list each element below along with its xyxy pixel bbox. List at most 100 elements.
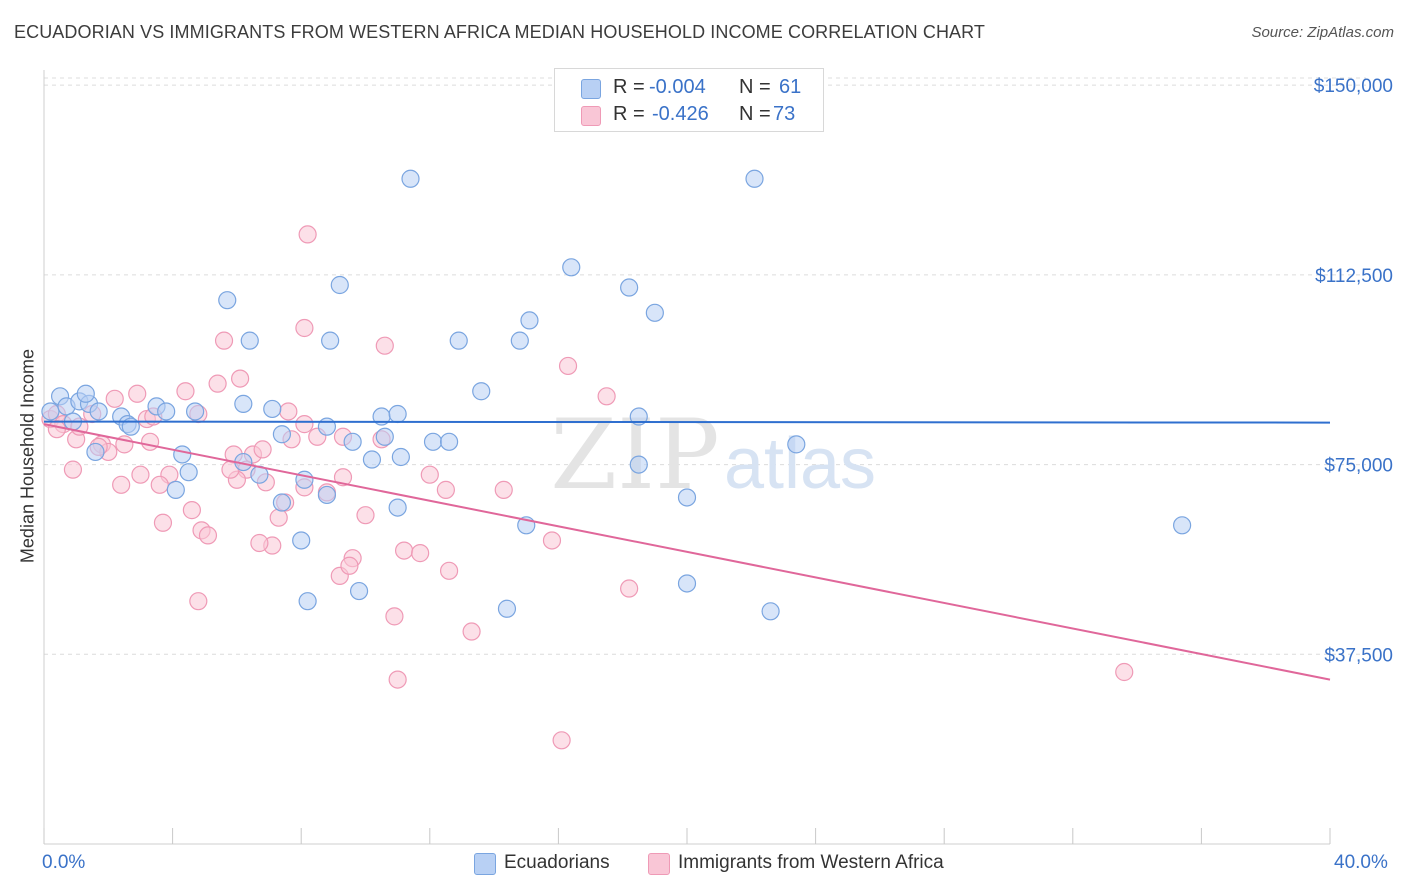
axes <box>43 70 1331 845</box>
data-point-western-africa <box>375 336 394 355</box>
bottom-legend-swatch-blue <box>474 853 496 875</box>
data-point-ecuadorians <box>510 331 529 350</box>
data-point-ecuadorians <box>629 455 648 474</box>
data-point-western-africa <box>597 387 616 406</box>
data-point-western-africa <box>295 318 314 338</box>
bottom-legend-label: Immigrants from Western Africa <box>678 852 944 873</box>
data-point-western-africa <box>198 526 218 545</box>
y-axis-label: Median Household Income <box>17 348 38 564</box>
legend-row-ecuadorians: R = -0.004 N = 61 <box>555 73 823 101</box>
trend-lines <box>43 420 1331 681</box>
y-tick-label: $150,000 <box>1314 76 1393 97</box>
data-point-western-africa <box>279 402 298 421</box>
legend-row-western-africa: R = -0.426 N = 73 <box>555 100 823 128</box>
y-tick-label: $75,000 <box>1324 456 1393 477</box>
data-point-western-africa <box>542 531 562 550</box>
series-ecuadorians-points <box>41 169 1192 621</box>
data-point-ecuadorians <box>41 402 60 421</box>
legend-swatch-pink <box>581 106 601 126</box>
data-point-western-africa <box>214 331 234 350</box>
watermark: ZIP atlas <box>550 399 876 511</box>
correlation-legend: R = -0.004 N = 61 R = -0.426 N = 73 <box>554 68 824 132</box>
data-point-western-africa <box>182 501 201 520</box>
data-point-ecuadorians <box>317 485 337 505</box>
data-point-ecuadorians <box>272 425 292 444</box>
data-point-western-africa <box>462 622 481 641</box>
data-point-ecuadorians <box>388 498 407 517</box>
data-point-western-africa <box>63 460 83 479</box>
data-point-western-africa <box>131 465 150 484</box>
data-point-western-africa <box>439 561 459 580</box>
chart-title: ECUADORIAN VS IMMIGRANTS FROM WESTERN AF… <box>14 22 986 42</box>
data-point-ecuadorians <box>449 331 468 350</box>
data-point-western-africa <box>176 382 195 401</box>
data-point-western-africa <box>295 415 314 434</box>
legend-r-value: -0.004 <box>649 76 706 98</box>
data-point-ecuadorians <box>298 592 317 611</box>
data-point-ecuadorians <box>186 402 205 421</box>
data-point-western-africa <box>620 579 639 598</box>
data-point-ecuadorians <box>439 432 459 451</box>
data-point-ecuadorians <box>388 404 407 424</box>
data-point-western-africa <box>388 670 407 689</box>
data-point-western-africa <box>153 513 173 532</box>
data-point-ecuadorians <box>173 445 192 464</box>
legend-n-value: 61 <box>779 76 802 98</box>
legend-r-value: -0.426 <box>652 103 709 125</box>
legend-r-label: R = <box>613 76 645 98</box>
data-point-western-africa <box>250 533 269 553</box>
data-point-ecuadorians <box>157 402 176 421</box>
data-point-ecuadorians <box>677 574 697 593</box>
data-point-ecuadorians <box>375 427 394 446</box>
data-point-western-africa <box>47 420 66 439</box>
data-point-ecuadorians <box>240 331 259 350</box>
data-point-western-africa <box>140 432 160 451</box>
data-point-ecuadorians <box>620 278 639 297</box>
y-tick-labels: $37,500 $75,000 $112,500 $150,000 <box>1314 76 1393 666</box>
data-point-western-africa <box>128 384 147 403</box>
data-point-ecuadorians <box>263 399 282 419</box>
data-point-western-africa <box>105 389 124 408</box>
data-point-western-africa <box>253 440 272 459</box>
data-point-western-africa <box>269 508 288 527</box>
data-point-western-africa <box>298 225 317 244</box>
trend-line-ecuadorians <box>43 420 1331 424</box>
x-tick-label-min: 0.0% <box>42 852 86 873</box>
data-point-ecuadorians <box>423 432 443 451</box>
data-point-ecuadorians <box>645 303 664 322</box>
data-point-western-africa <box>112 475 131 494</box>
data-point-western-africa <box>411 544 430 563</box>
data-point-western-africa <box>231 369 250 388</box>
grid-lines <box>44 77 1366 655</box>
data-point-ecuadorians <box>401 169 420 188</box>
data-point-ecuadorians <box>745 169 764 188</box>
data-point-ecuadorians <box>349 581 369 601</box>
data-point-ecuadorians <box>562 258 581 277</box>
data-point-western-africa <box>420 465 439 484</box>
data-point-ecuadorians <box>272 493 292 512</box>
data-point-ecuadorians <box>292 531 311 550</box>
data-point-ecuadorians <box>321 331 340 350</box>
trend-line-western-africa <box>43 423 1331 681</box>
data-point-western-africa <box>356 506 375 525</box>
watermark-atlas: atlas <box>724 424 876 504</box>
bottom-legend-label: Ecuadorians <box>504 852 610 873</box>
data-point-western-africa <box>1115 662 1134 682</box>
data-point-ecuadorians <box>472 382 491 401</box>
data-point-ecuadorians <box>330 275 349 295</box>
data-point-western-africa <box>150 475 169 494</box>
legend-n-value: 73 <box>773 103 796 125</box>
data-point-ecuadorians <box>677 488 697 507</box>
data-point-ecuadorians <box>362 450 382 469</box>
data-point-ecuadorians <box>76 384 95 403</box>
data-point-ecuadorians <box>1173 516 1192 535</box>
data-point-ecuadorians <box>166 480 185 499</box>
data-point-ecuadorians <box>787 435 806 454</box>
data-point-ecuadorians <box>520 311 539 330</box>
data-point-western-africa <box>552 731 571 750</box>
legend-n-label: N = <box>739 103 771 125</box>
data-point-ecuadorians <box>234 394 253 413</box>
data-point-western-africa <box>340 556 359 575</box>
legend-r-label: R = <box>613 103 645 125</box>
